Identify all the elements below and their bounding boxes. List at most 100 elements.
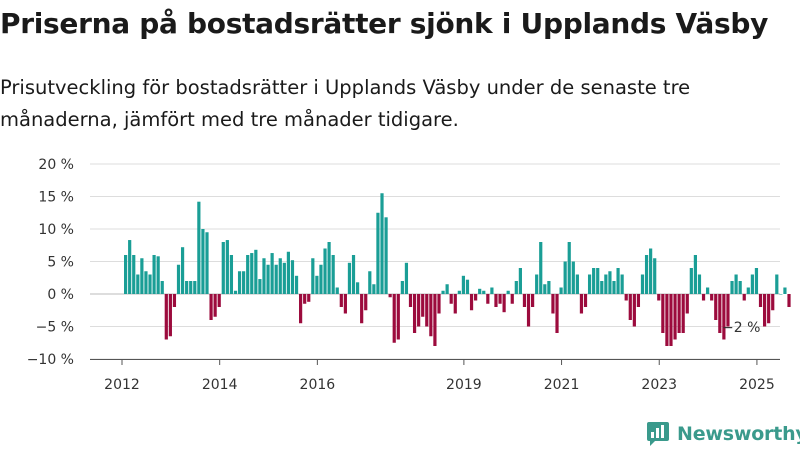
bar [596, 268, 600, 294]
bar [372, 284, 376, 294]
bar [140, 258, 144, 294]
bar [144, 271, 148, 294]
bar [176, 264, 181, 294]
bar [685, 294, 689, 314]
y-tick-label: 0 % [47, 287, 74, 303]
brand-name: Newsworthy [677, 423, 800, 445]
bar [437, 294, 441, 314]
x-tick-label: 2025 [739, 377, 775, 393]
bar [274, 264, 278, 294]
bar [189, 281, 193, 294]
y-tick-label: −10 % [27, 352, 74, 368]
bar [665, 294, 669, 346]
bar [592, 268, 596, 294]
bar [608, 271, 612, 294]
bar [616, 268, 620, 294]
bar [449, 294, 453, 304]
bar [266, 264, 270, 294]
bar [514, 281, 518, 294]
last-value-label: −2 % [722, 320, 760, 336]
bar [681, 294, 685, 333]
bar [299, 294, 303, 324]
bar [465, 279, 470, 294]
bar [197, 201, 201, 294]
bar [587, 274, 592, 294]
bar [229, 255, 234, 294]
bar [767, 294, 771, 324]
bar [258, 279, 262, 294]
bar [539, 242, 543, 294]
bar [225, 240, 229, 294]
bar [486, 294, 490, 304]
bar [461, 275, 466, 294]
bar [775, 274, 779, 294]
x-tick-label: 2014 [202, 377, 238, 393]
bar [421, 294, 425, 317]
bar [392, 294, 396, 343]
bar [335, 287, 339, 294]
x-tick-label: 2012 [104, 377, 140, 393]
bar [262, 258, 266, 294]
bar [331, 255, 335, 294]
bar [343, 294, 347, 314]
bar [254, 249, 258, 294]
bar [307, 294, 311, 302]
bar [124, 255, 128, 294]
bar [425, 294, 429, 327]
bar [376, 212, 380, 294]
bar [543, 284, 547, 294]
bar [233, 290, 238, 294]
bar [604, 274, 608, 294]
axes: 20 % 15 % 10 % 5 % 0 % −5 % −10 % 2012 2014 2016 2… [27, 157, 780, 393]
x-tick-label: 2019 [446, 377, 482, 393]
bar [653, 258, 657, 294]
bar [160, 281, 164, 294]
bar [221, 242, 225, 294]
bar [502, 294, 506, 313]
bar [494, 294, 498, 307]
bar [246, 255, 250, 294]
bar [290, 260, 295, 294]
bar [360, 294, 364, 324]
bar [726, 294, 730, 327]
bar [640, 274, 645, 294]
bar [303, 294, 307, 304]
bar [323, 248, 327, 294]
bar [388, 294, 392, 298]
bar [555, 294, 559, 333]
bar [575, 274, 579, 294]
bar [490, 287, 494, 294]
bar [404, 262, 409, 294]
bar [571, 261, 575, 294]
bar-chart: 20 % 15 % 10 % 5 % 0 % −5 % −10 % 2012 2014 2016 2… [27, 157, 791, 393]
bar [673, 294, 677, 340]
bar [551, 294, 555, 314]
y-tick-label: −5 % [36, 320, 74, 336]
bar [710, 294, 714, 301]
bar [624, 294, 628, 301]
bar [193, 281, 197, 294]
bar [718, 294, 722, 333]
bar [417, 294, 421, 327]
bar [213, 294, 217, 317]
bar [478, 288, 482, 294]
bar [408, 294, 413, 307]
bar [746, 287, 750, 294]
bar [677, 294, 681, 333]
bar [583, 294, 588, 307]
bar [474, 294, 478, 301]
bars [124, 193, 791, 346]
bar [669, 294, 673, 346]
bar [270, 253, 274, 294]
bar [498, 294, 502, 304]
bar [693, 255, 697, 294]
bar [657, 294, 661, 301]
bar [315, 275, 319, 294]
bar [148, 274, 152, 294]
bar [787, 294, 791, 307]
bar [136, 274, 140, 294]
bar [242, 271, 246, 294]
bar [783, 287, 787, 294]
bar [364, 294, 368, 311]
bar [209, 294, 213, 320]
